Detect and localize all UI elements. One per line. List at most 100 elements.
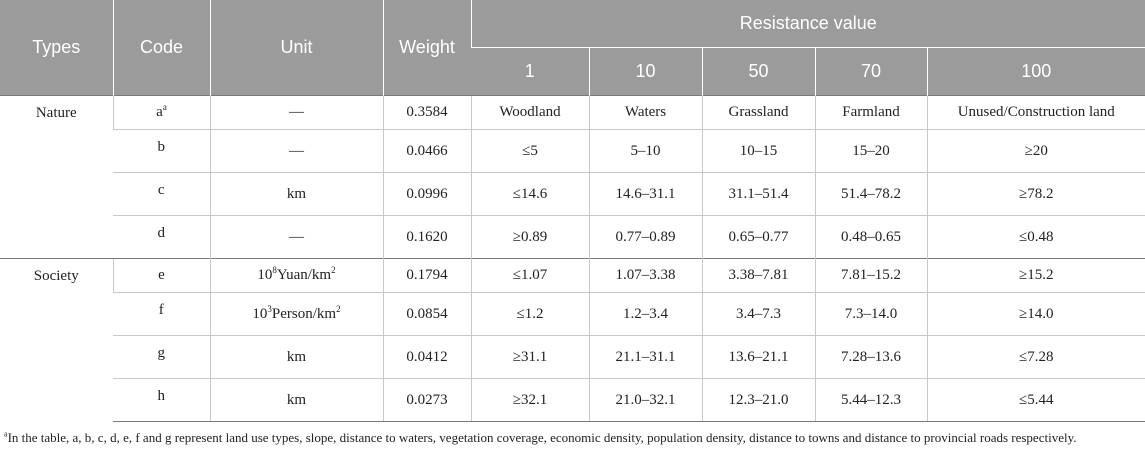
code-cell: e [112,258,210,293]
unit-suffix-exponent: 2 [331,265,336,275]
code-cell: f [113,292,210,336]
code-cell: b [113,129,210,173]
code-footnote-marker: a [162,102,167,112]
resistance-cell: Farmland [814,95,927,130]
table-body: Nature aa —0.3584 Woodland Waters Grassland Fa… [0,95,1145,422]
code-cell: h [113,378,210,422]
group-type-cell: Nature [0,95,113,259]
unit-value: km [286,391,307,408]
weight-cell: 0.0854 [382,292,471,336]
unit-suffix-exponent: 2 [336,303,341,314]
resistance-cell: 1.2–3.4 [588,292,702,336]
resistance-cell: ≤5.44 [926,378,1145,422]
header-level: 100 [926,47,1145,96]
resistance-cell: 21.0–32.1 [588,378,702,422]
footnote-marker: a [4,429,8,439]
header-level: 70 [814,47,927,96]
resistance-cell: 12.3–21.0 [701,378,815,422]
resistance-cell: ≤0.48 [926,215,1145,259]
table-row: f 103Person/km2 0.0854 ≤1.2 1.2–3.4 3.4–7.3 7.… [0,292,1145,336]
code-value: a [156,104,163,120]
table-header: Types Code Unit Weight Resistance value … [0,0,1145,96]
weight-cell: 0.0273 [382,378,471,422]
table-row: b — 0.0466 ≤5 5–10 10–15 15–20 ≥20 [0,129,1145,173]
code-value: g [157,345,166,361]
unit-cell: km [209,378,383,422]
resistance-cell: ≤1.07 [470,258,589,293]
weight-cell: 0.1794 [382,258,471,293]
resistance-cell: 13.6–21.1 [701,335,815,379]
group-type-cell: Society [0,258,113,422]
resistance-cell: Woodland [470,95,589,130]
unit-value: 10 [252,305,268,322]
unit-cell: — [209,129,383,173]
table-row: Society e 108Yuan/km2 0.1794 ≤1.07 1.07–3.38 3… [0,258,1145,422]
resistance-cell: 51.4–78.2 [814,172,927,216]
code-cell: d [113,215,210,259]
resistance-cell: ≤7.28 [926,335,1145,379]
resistance-cell: ≥15.2 [926,258,1145,293]
code-value: d [157,225,166,241]
resistance-cell: 0.65–0.77 [701,215,815,259]
resistance-cell: ≤14.6 [470,172,589,216]
resistance-cell: Grassland [701,95,815,130]
resistance-cell: ≥20 [926,129,1145,173]
weight-cell: 0.1620 [382,215,471,259]
table-row: c km 0.0996 ≤14.6 14.6–31.1 31.1–51.4 51.4–78.… [0,172,1145,216]
table-row: d — 0.1620 ≥0.89 0.77–0.89 0.65–0.77 0.48–0.65… [0,215,1145,259]
weight-cell: 0.0996 [382,172,471,216]
header-level: 1 [471,47,589,96]
unit-cell: km [209,335,383,379]
unit-cell: km [209,172,383,216]
resistance-cell: 10–15 [701,129,815,173]
resistance-cell: ≤1.2 [470,292,589,336]
unit-value: km [286,185,307,202]
resistance-cell: 7.81–15.2 [814,258,927,293]
resistance-cell: 3.4–7.3 [701,292,815,336]
resistance-cell: 15–20 [814,129,927,173]
unit-cell: 108Yuan/km2 [209,258,383,293]
unit-cell: — [209,95,383,130]
unit-cell: — [209,215,383,259]
code-cell: g [113,335,210,379]
unit-suffix: Yuan/km [276,267,332,283]
header-weight: Weight [382,0,471,96]
unit-cell: 103Person/km2 [209,292,383,336]
unit-exponent: 8 [272,265,277,275]
resistance-cell: 1.07–3.38 [588,258,702,293]
code-cell: c [113,172,210,216]
footnote-text: In the table, a, b, c, d, e, f and g rep… [7,430,1077,445]
unit-value: 10 [257,267,273,283]
weight-cell: 0.0466 [382,129,471,173]
table-row: Nature aa —0.3584 Woodland Waters Grassland Fa… [0,95,1145,259]
resistance-cell: 21.1–31.1 [588,335,702,379]
header-code: Code [112,0,210,96]
code-value: f [158,302,164,318]
resistance-cell: 7.3–14.0 [814,292,927,336]
unit-value: — [289,228,304,245]
code-value: c [157,182,165,198]
unit-suffix: Person/km [271,305,337,322]
resistance-cell: 3.38–7.81 [701,258,815,293]
unit-value: — [289,142,304,159]
unit-value: km [286,348,307,365]
resistance-cell: ≥31.1 [470,335,589,379]
table-row: g km 0.0412 ≥31.1 21.1–31.1 13.6–21.1 7.28–13.… [0,335,1145,379]
code-cell: aa [112,95,210,130]
table-row: h km 0.0273 ≥32.1 21.0–32.1 12.3–21.0 5.44–12.… [0,378,1145,422]
resistance-cell: 7.28–13.6 [814,335,927,379]
code-value: b [157,139,166,155]
resistance-cell: 14.6–31.1 [588,172,702,216]
resistance-cell: Unused/Construction land [926,95,1145,130]
resistance-cell: ≥78.2 [926,172,1145,216]
weight-cell: 0.3584 [382,95,471,130]
code-value: e [158,267,165,283]
header-level: 50 [701,47,815,96]
resistance-cell: ≥32.1 [470,378,589,422]
resistance-cell: ≥0.89 [470,215,589,259]
resistance-cell: 5–10 [588,129,702,173]
header-types: Types [0,0,113,96]
resistance-table: Types Code Unit Weight Resistance value … [0,0,1145,422]
weight-cell: 0.0412 [382,335,471,379]
